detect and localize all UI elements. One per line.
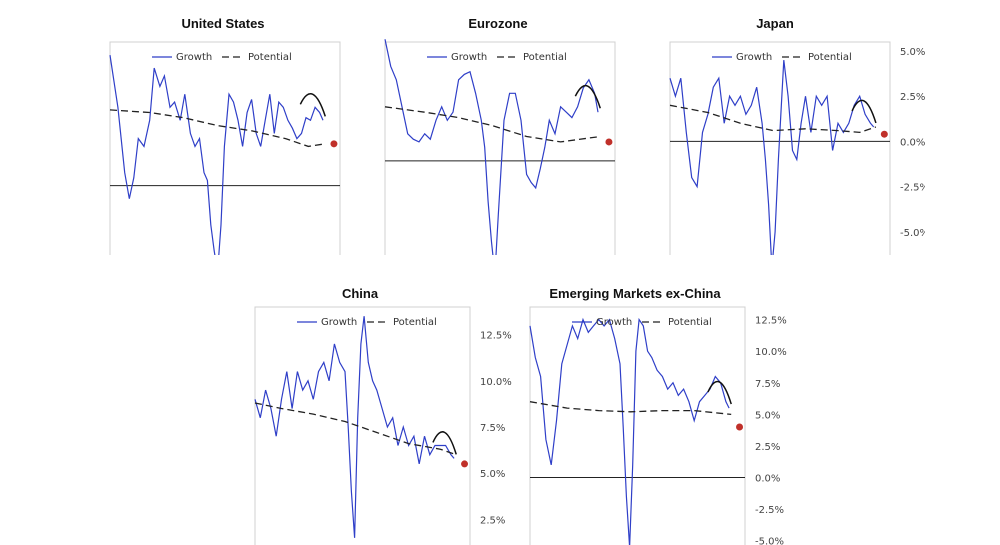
chart-united-states-svg: United States5%4%3%2%1%0%-1%-2%-3%000510… [109,16,341,255]
series-line-potential [529,401,732,416]
plot-frame [529,306,746,545]
legend-label-potential: Potential [523,52,567,63]
series-line-growth [529,317,730,545]
series-line-growth [254,316,455,538]
y-tick-label: 2.5% [480,515,505,526]
y-tick-label: -2.5% [755,505,784,516]
trend-arc [574,84,601,109]
y-tick-label: 10.0% [480,377,512,388]
y-tick-label: -2.5% [900,183,925,194]
y-tick-label: 5.0% [900,47,925,58]
y-tick-label: 7.5% [755,379,780,390]
legend-label-potential: Potential [393,317,437,328]
y-tick-label: 12.5% [480,331,512,342]
chart-title: United States [181,16,264,31]
legend-label-growth: Growth [321,317,357,328]
chart-title: China [342,286,379,301]
chart-japan: Japan5.0%2.5%0.0%-2.5%-5.0%-7.5%00051015… [665,10,925,255]
y-tick-label: 0.0% [900,137,925,148]
y-tick-label: 2.5% [900,92,925,103]
chart-title: Emerging Markets ex-China [549,286,721,301]
legend-label-growth: Growth [451,52,487,63]
chart-emerging-markets-ex-china: Emerging Markets ex-China 12.5% 10.0% 7.5% 5… [525,280,795,545]
chart-china-svg: China12.5%10.0%7.5%5.0%2.5%00051015Growt… [254,286,512,545]
forecast-point [736,423,744,431]
forecast-point [880,130,888,138]
series-line-growth [669,60,875,255]
series-line-potential [109,109,326,148]
legend-label-growth: Growth [596,317,632,328]
legend-label-growth: Growth [736,52,772,63]
series-line-potential [669,104,877,134]
y-tick-label: 10.0% [755,347,787,358]
series-line-growth [109,55,324,255]
chart-eurozone-svg: Eurozone4%3%2%1%0%-1%-2%-3%-4%00051015Gr… [384,16,616,255]
y-tick-label: 5.0% [755,410,780,421]
forecast-point [605,138,613,146]
legend-label-potential: Potential [248,52,292,63]
y-tick-label: 5.0% [480,469,505,480]
forecast-point [461,460,469,468]
forecast-point [330,140,338,148]
series-line-potential [384,106,601,143]
trend-arc [851,99,877,124]
trend-arc [707,380,732,405]
trend-arc [299,93,326,117]
chart-united-states: United States5%4%3%2%1%0%-1%-2%-3%000510… [105,10,350,255]
plot-frame [109,41,341,255]
chart-emerging-markets-svg: Emerging Markets ex-China 12.5% 10.0% 7.5% 5… [529,286,787,545]
y-tick-label: -5.0% [900,228,925,239]
legend-label-growth: Growth [176,52,212,63]
plot-frame [254,306,471,545]
y-tick-label: 7.5% [480,423,505,434]
chart-japan-svg: Japan5.0%2.5%0.0%-2.5%-5.0%-7.5%00051015… [669,16,925,255]
y-tick-label: -5.0% [755,537,784,545]
legend-label-potential: Potential [808,52,852,63]
chart-title: Eurozone [468,16,527,31]
chart-eurozone: Eurozone4%3%2%1%0%-1%-2%-3%-4%00051015Gr… [380,10,625,255]
y-tick-label: 12.5% [755,316,787,327]
series-line-growth [384,39,599,255]
series-line-potential [254,402,457,456]
chart-title: Japan [756,16,794,31]
trend-arc [432,431,457,455]
y-tick-label: 0.0% [755,474,780,485]
legend-label-potential: Potential [668,317,712,328]
plot-frame [384,41,616,255]
y-tick-label: 2.5% [755,442,780,453]
chart-china: China12.5%10.0%7.5%5.0%2.5%00051015Growt… [250,280,520,545]
plot-frame [669,41,891,255]
